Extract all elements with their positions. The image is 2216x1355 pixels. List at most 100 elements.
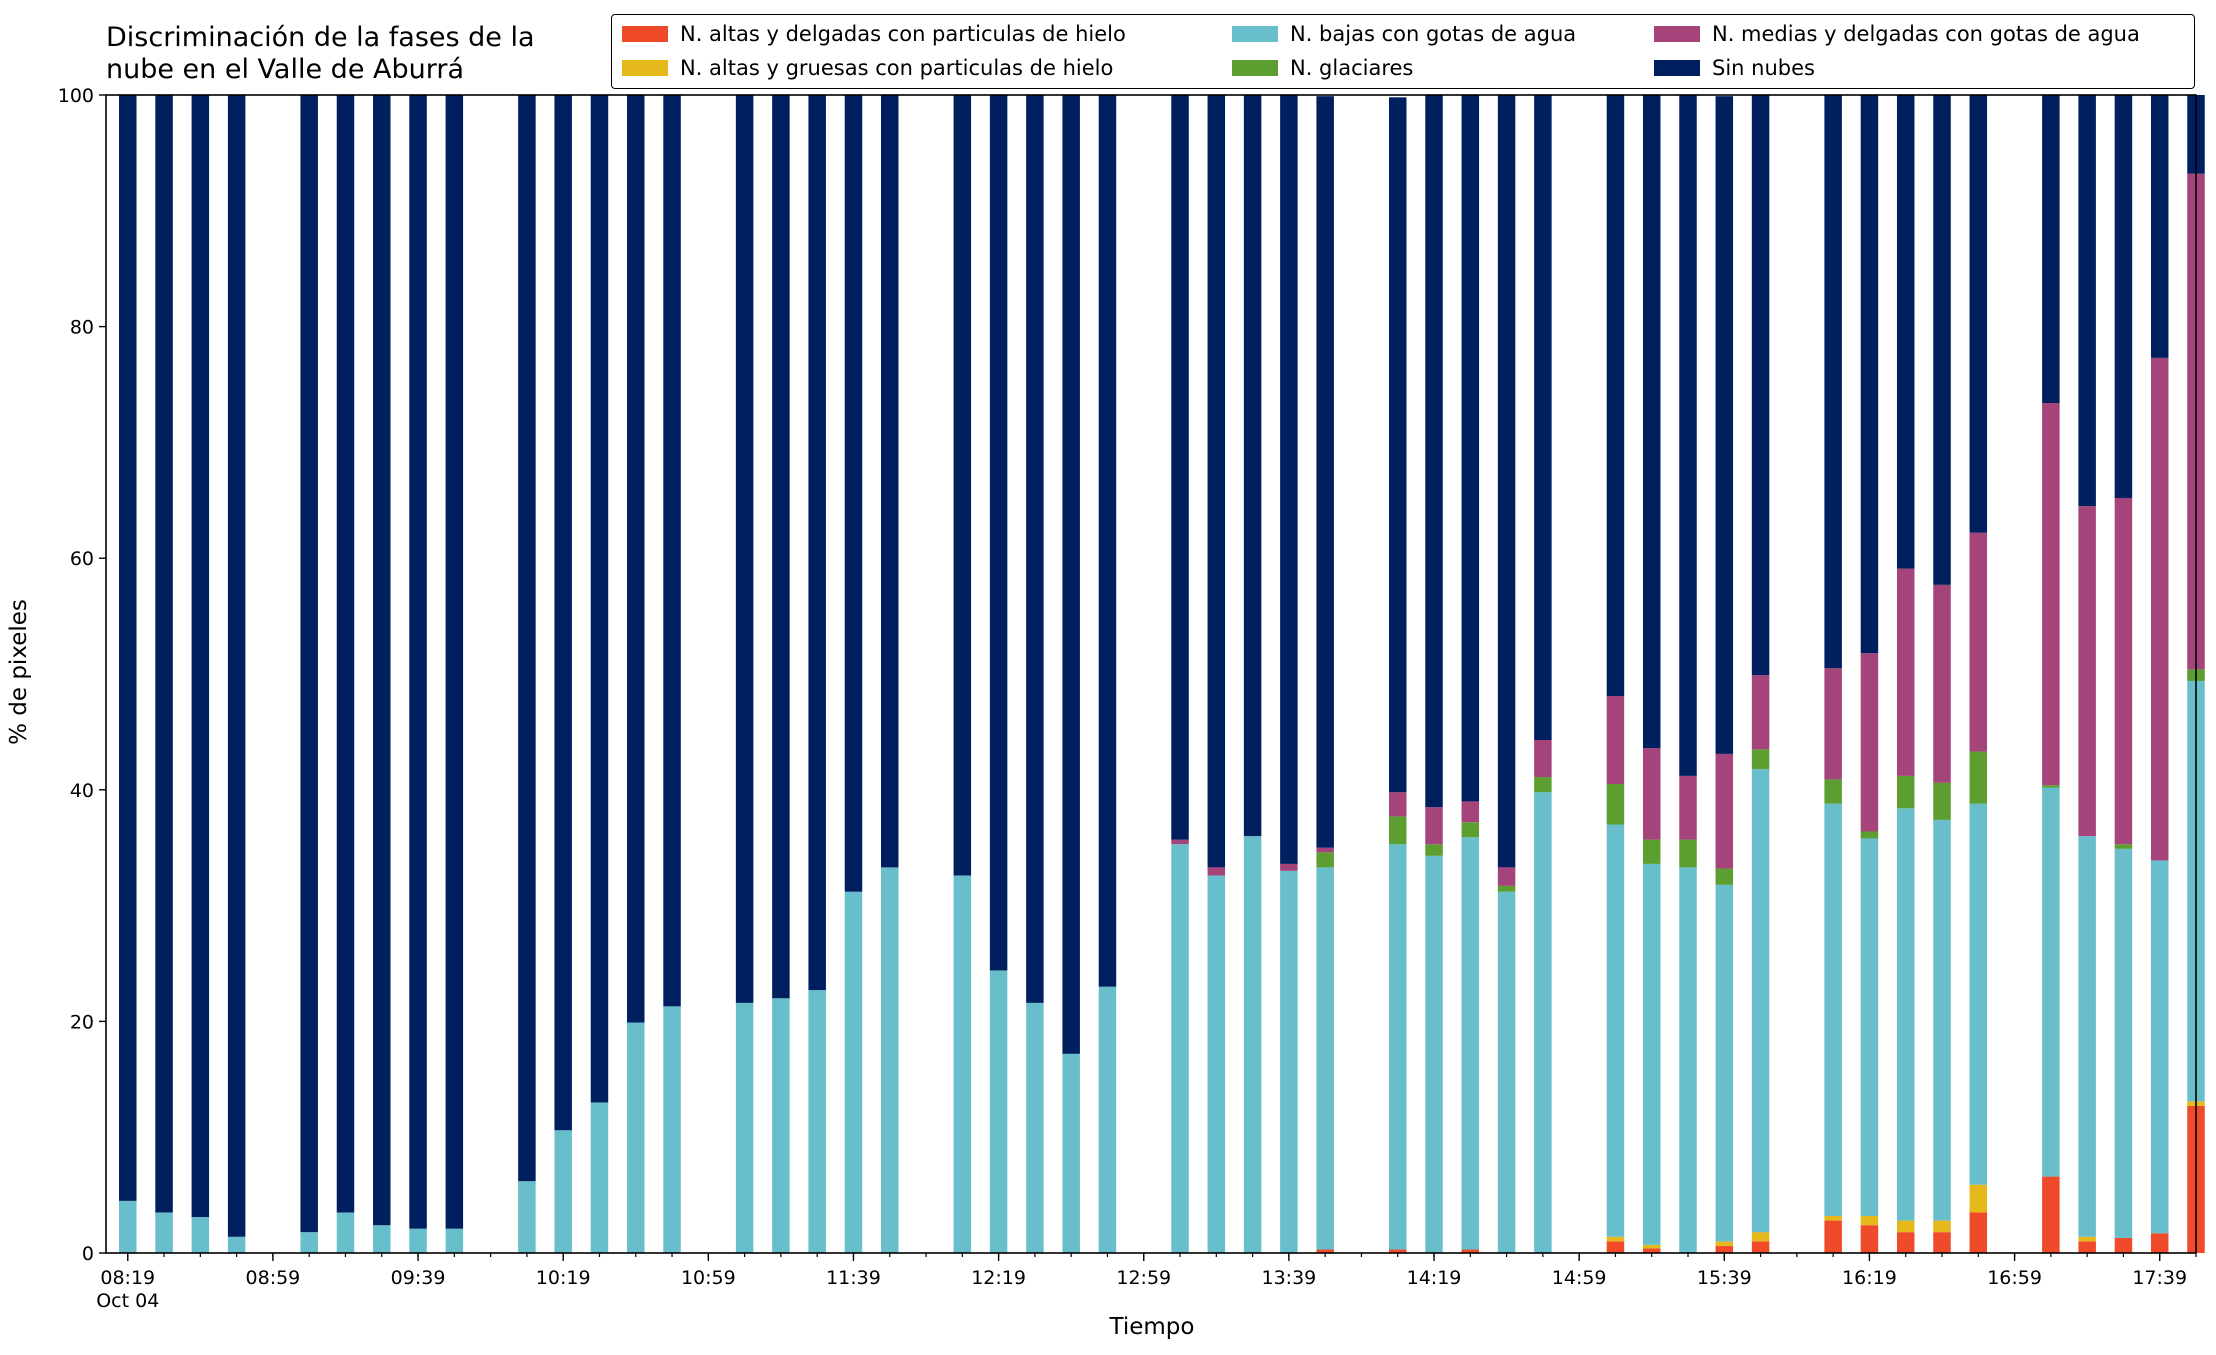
bar-segment	[1062, 95, 1080, 1054]
x-tick-label: 15:39	[1697, 1267, 1752, 1289]
bar-segment	[373, 1225, 391, 1253]
y-tick-label: 20	[70, 1011, 94, 1033]
legend-entry-altas-delgadas: N. altas y delgadas con particulas de hi…	[622, 19, 1126, 49]
bar-segment	[1824, 1215, 1842, 1221]
bar-segment	[1969, 803, 1988, 1185]
bar-segment	[1388, 97, 1407, 793]
x-tick-label: 16:19	[1842, 1267, 1897, 1289]
bar-segment	[119, 1200, 137, 1253]
bar-segment	[1642, 839, 1661, 864]
bar-segment	[1171, 95, 1189, 840]
bar-segment	[1642, 1244, 1661, 1249]
bar-segment	[2114, 95, 2133, 498]
bar-segment	[1497, 885, 1516, 892]
bar-segment	[1207, 95, 1226, 868]
bar-segment	[1969, 751, 1988, 804]
bar-segment	[2078, 1241, 2096, 1253]
bar-segment	[1534, 95, 1552, 741]
bar-segment	[1606, 95, 1625, 696]
bar-segment	[1388, 792, 1407, 817]
bar-segment	[1243, 836, 1262, 1253]
bar-segment	[1171, 839, 1189, 845]
x-tick-label: 14:19	[1407, 1267, 1462, 1289]
bar-segment	[2042, 787, 2060, 1177]
bar-segment	[1316, 1249, 1334, 1253]
legend-label: N. altas y delgadas con particulas de hi…	[680, 22, 1126, 46]
bar-segment	[772, 95, 790, 999]
bar-segment	[1425, 807, 1443, 845]
bar-segment	[1316, 852, 1334, 868]
bar-segment	[1679, 867, 1697, 1253]
x-tick-label: 10:59	[681, 1267, 736, 1289]
bar-segment	[1534, 777, 1552, 793]
bar-segment	[1280, 863, 1298, 871]
x-tick-label: 08:59	[246, 1267, 301, 1289]
bar-segment	[1388, 844, 1407, 1250]
bar-segment	[1679, 775, 1697, 840]
bar-segment	[2150, 357, 2169, 861]
bar-segment	[1316, 847, 1334, 853]
bar-segment	[735, 95, 754, 1003]
bar-segment	[1497, 867, 1516, 886]
bar-segment	[2114, 848, 2133, 1238]
legend-swatch	[622, 60, 668, 76]
bar-segment	[1207, 875, 1226, 1253]
bar-segment	[2114, 1237, 2133, 1253]
bar-segment	[1896, 808, 1915, 1221]
bar-segment	[1461, 837, 1480, 1250]
bar-segment	[1860, 1215, 1879, 1226]
bar-segment	[1062, 1053, 1080, 1253]
legend-entry-medias: N. medias y delgadas con gotas de agua	[1654, 19, 2140, 49]
bar-segment	[1933, 584, 1951, 783]
bar-segment	[953, 95, 972, 876]
bar-segment	[1316, 96, 1334, 848]
bar-segment	[590, 1102, 609, 1253]
bar-segment	[881, 95, 899, 868]
bar-segment	[844, 891, 863, 1253]
bar-segment	[1642, 95, 1661, 749]
legend-swatch	[1654, 26, 1700, 42]
bar-segment	[1425, 855, 1443, 1253]
bar-segment	[1316, 867, 1334, 1250]
legend-label: N. glaciares	[1290, 56, 1414, 80]
bar-segment	[1860, 831, 1879, 839]
bar-segment	[1098, 986, 1117, 1253]
bar-segment	[1388, 816, 1407, 845]
legend: N. altas y delgadas con particulas de hi…	[611, 14, 2195, 89]
bar-segment	[2150, 1233, 2169, 1253]
legend-swatch	[1654, 60, 1700, 76]
legend-entry-sin-nubes: Sin nubes	[1654, 53, 1815, 83]
bar-segment	[1715, 884, 1734, 1242]
bar-segment	[1026, 1002, 1044, 1253]
bar-segment	[155, 95, 173, 1213]
bar-segment	[1606, 1241, 1625, 1253]
bar-segment	[2078, 836, 2096, 1237]
bar-segment	[1933, 819, 1951, 1221]
bar-segment	[336, 95, 355, 1213]
bar-segment	[1243, 95, 1262, 837]
bar-segment	[1969, 1184, 1988, 1213]
bar-segment	[2150, 860, 2169, 1234]
bar-segment	[1425, 95, 1443, 808]
bar-segment	[590, 95, 609, 1103]
bar-segment	[445, 95, 464, 1229]
bar-segment	[409, 1228, 427, 1253]
bar-segment	[627, 95, 645, 1023]
bar-segment	[808, 990, 826, 1253]
bar-segment	[1461, 1249, 1480, 1253]
bar-segment	[1606, 1236, 1625, 1242]
bar-segment	[554, 1130, 572, 1253]
x-tick-label: 17:39	[2132, 1267, 2187, 1289]
legend-label: N. altas y gruesas con particulas de hie…	[680, 56, 1114, 80]
bar-segment	[989, 95, 1008, 971]
bar-segment	[445, 1228, 464, 1253]
bar-segment	[1715, 1246, 1734, 1253]
bar-segment	[663, 1006, 681, 1253]
bar-segment	[1461, 801, 1480, 823]
x-tick-label: 10:19	[536, 1267, 591, 1289]
bar-segment	[2114, 497, 2133, 845]
bar-segment	[1679, 95, 1697, 776]
bar-segment	[1642, 863, 1661, 1245]
bar-segment	[518, 1181, 536, 1253]
y-tick-label: 0	[82, 1243, 94, 1265]
